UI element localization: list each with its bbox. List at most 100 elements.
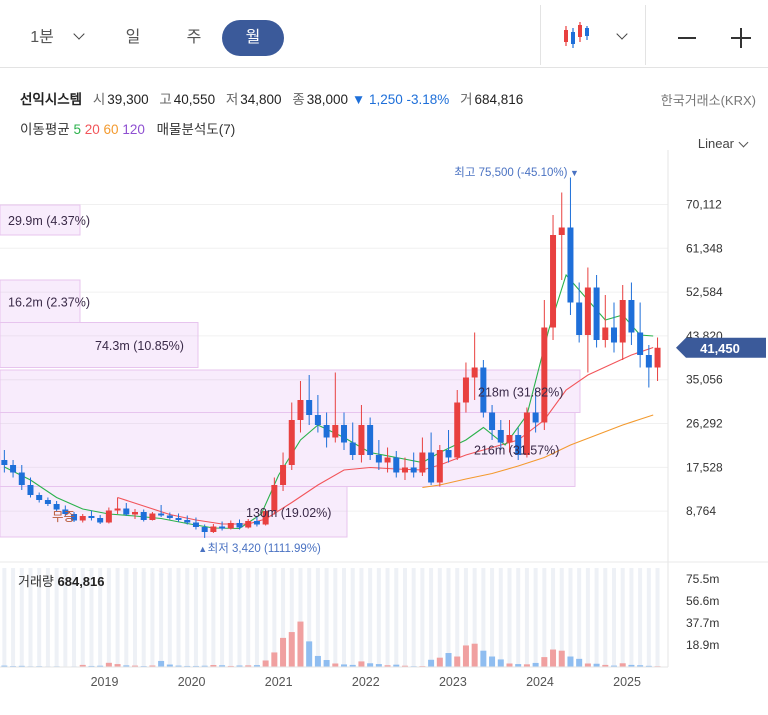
volume-tick-label: 75.5m: [686, 572, 719, 586]
zoom-out-icon[interactable]: [678, 37, 696, 39]
volume-bar: [506, 663, 513, 667]
volume-label: 거: [460, 92, 473, 107]
volume-bar: [88, 665, 95, 667]
volume-title: 거래량 684,816: [18, 574, 105, 589]
candle-body: [567, 227, 574, 303]
volume-bar: [253, 665, 260, 667]
candle-body: [454, 402, 461, 458]
candle-body: [602, 327, 609, 340]
volume-bar: [1, 665, 8, 667]
candle-body: [288, 420, 295, 465]
volume-bar: [149, 665, 156, 667]
candle-body: [523, 412, 530, 455]
volume-profile-label: 매물분석도(7): [156, 122, 236, 137]
year-tick-label: 2019: [91, 675, 119, 689]
candle-body: [367, 425, 374, 455]
volume-bar: [611, 665, 618, 667]
volume-bar: [123, 665, 130, 667]
candle-body: [219, 526, 226, 529]
volume-profile-label: 216m (31.57%): [474, 444, 559, 458]
period-tab-month[interactable]: 월: [222, 20, 284, 56]
indicator-legend[interactable]: 이동평균 5 20 60 120 매물분석도(7): [20, 118, 235, 138]
volume-tick-label: 37.7m: [686, 616, 719, 630]
price-tick-label: 61,348: [686, 241, 723, 255]
ma5-legend: 5: [73, 122, 81, 137]
price-tick-label: 52,584: [686, 285, 723, 299]
period-tab-day[interactable]: 일: [125, 29, 141, 46]
year-tick-label: 2020: [178, 675, 206, 689]
min-price-label: 최저 3,420 (1111.99%): [208, 542, 321, 555]
volume-profile-bar: [0, 204, 81, 236]
candle-body: [550, 235, 557, 328]
candle-body: [184, 520, 191, 523]
divider: [645, 5, 646, 65]
volume-bar: [201, 665, 208, 667]
volume-bar: [523, 664, 530, 667]
volume-bar: [210, 665, 217, 667]
scale-selector[interactable]: Linear: [697, 136, 734, 151]
high-label: 고: [159, 92, 172, 107]
volume-bar: [314, 655, 321, 667]
candle-body: [576, 302, 583, 335]
year-tick-label: 2023: [439, 675, 467, 689]
candle-body: [358, 425, 365, 455]
volume-bar: [18, 665, 25, 667]
zoom-in-icon[interactable]: [731, 28, 751, 48]
volume-bar: [401, 665, 408, 667]
volume-bar: [332, 663, 339, 667]
volume-bar: [280, 637, 287, 667]
open-value: 39,300: [107, 92, 149, 107]
candle-body: [375, 455, 382, 463]
volume-bar: [262, 660, 269, 667]
year-tick-label: 2022: [352, 675, 380, 689]
change-value: 1,250: [368, 92, 403, 107]
candle-body: [105, 510, 112, 523]
period-tab-week[interactable]: 주: [186, 29, 202, 46]
volume-tick-label: 18.9m: [686, 638, 719, 652]
moving-average-label: 이동평균: [20, 122, 70, 137]
volume-bar: [454, 656, 461, 667]
candle-body: [349, 442, 356, 455]
volume-bar: [358, 661, 365, 667]
volume-bar: [367, 663, 374, 667]
candle-body: [401, 467, 408, 473]
close-value: 38,000: [306, 92, 349, 107]
volume-bar: [645, 665, 652, 667]
candle-body: [593, 287, 600, 340]
candle-body: [253, 521, 260, 525]
candle-body: [175, 518, 182, 520]
volume-bar: [550, 649, 557, 667]
candle-body: [1, 460, 8, 465]
candle-body: [489, 412, 496, 430]
candle-body: [619, 300, 626, 343]
candle-body: [149, 513, 156, 520]
low-label: 저: [225, 92, 239, 107]
volume-bar: [558, 650, 565, 667]
candle-body: [584, 287, 591, 335]
candle-body: [62, 509, 69, 514]
volume-bar: [445, 653, 452, 667]
volume-bar: [393, 664, 400, 667]
period-tab-1min[interactable]: 1분: [30, 29, 54, 46]
candle-body: [645, 355, 652, 368]
volume-bar: [306, 641, 313, 667]
volume-bar: [602, 664, 609, 667]
candle-body: [271, 485, 278, 511]
candlestick-chart-type-icon[interactable]: [562, 20, 592, 50]
period-toolbar: 1분 일 주 월: [0, 0, 768, 68]
volume-bar: [227, 665, 234, 667]
change-arrow: ▼: [351, 92, 366, 107]
volume-profile-bar: [0, 322, 199, 368]
candle-body: [123, 508, 130, 515]
candle-body: [18, 472, 25, 485]
volume-bar: [576, 658, 583, 667]
candle-body: [445, 450, 452, 458]
candle-body: [471, 367, 478, 378]
candle-body: [410, 467, 417, 473]
year-tick-label: 2025: [613, 675, 641, 689]
volume-profile-label: 16.2m (2.37%): [8, 295, 90, 309]
volume-bar: [541, 657, 548, 667]
price-tick-label: 17,528: [686, 460, 723, 474]
volume-bar: [637, 665, 644, 667]
